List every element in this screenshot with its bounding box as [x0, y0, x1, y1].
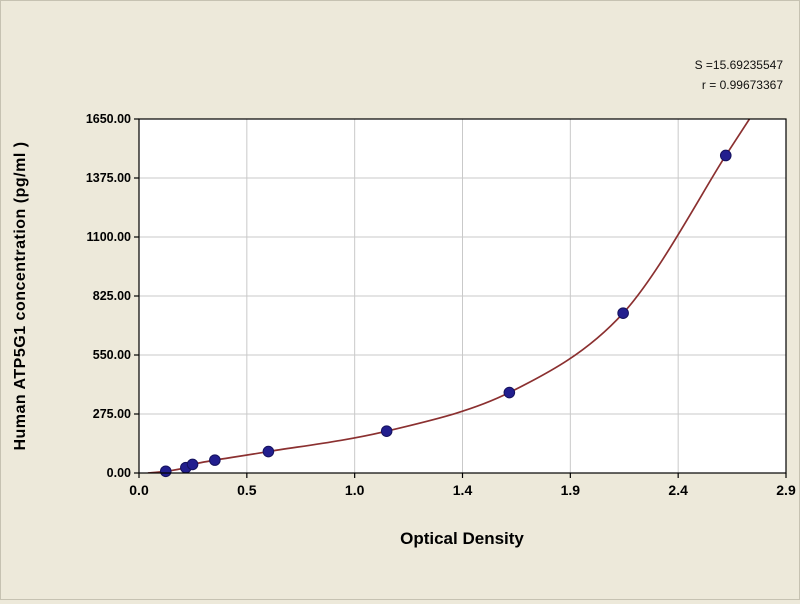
data-point: [186, 458, 199, 471]
y-tick-label: 1100.00: [87, 230, 132, 244]
plot-border: [138, 118, 787, 474]
data-point: [262, 445, 275, 458]
y-tick-label: 550.00: [93, 348, 131, 362]
grid-layer: [139, 119, 786, 473]
x-tick-label: 1.4: [453, 482, 473, 498]
annotation-s: S =15.69235547: [695, 58, 784, 72]
point-layer: [159, 149, 732, 478]
data-point: [159, 465, 172, 478]
annotation-r: r = 0.99673367: [702, 78, 783, 92]
y-tick-label: 275.00: [93, 407, 131, 421]
y-axis-title: Human ATP5G1 concentration (pg/ml ): [12, 141, 29, 450]
x-tick-label: 2.4: [668, 482, 688, 498]
data-point: [617, 307, 629, 319]
x-tick-label: 0.0: [129, 482, 149, 498]
x-tick-label: 1.9: [561, 482, 581, 498]
x-tick-label: 2.9: [776, 482, 796, 498]
x-axis-title: Optical Density: [400, 529, 524, 548]
y-tick-label: 1375.00: [86, 171, 131, 185]
y-tick-label: 1650.00: [86, 112, 131, 126]
y-tick-label: 825.00: [93, 289, 131, 303]
data-point: [719, 149, 732, 162]
y-tick-label: 0.00: [107, 466, 131, 480]
x-tick-label: 1.0: [345, 482, 365, 498]
x-tick-label: 0.5: [237, 482, 257, 498]
data-point: [209, 454, 221, 466]
axis-layer: 0.0 0.5 1.0 1.4 1.9 2.4 2.9 0.00 275.00 550.00 825…: [86, 112, 796, 498]
data-point: [380, 425, 393, 437]
data-point: [503, 386, 516, 399]
